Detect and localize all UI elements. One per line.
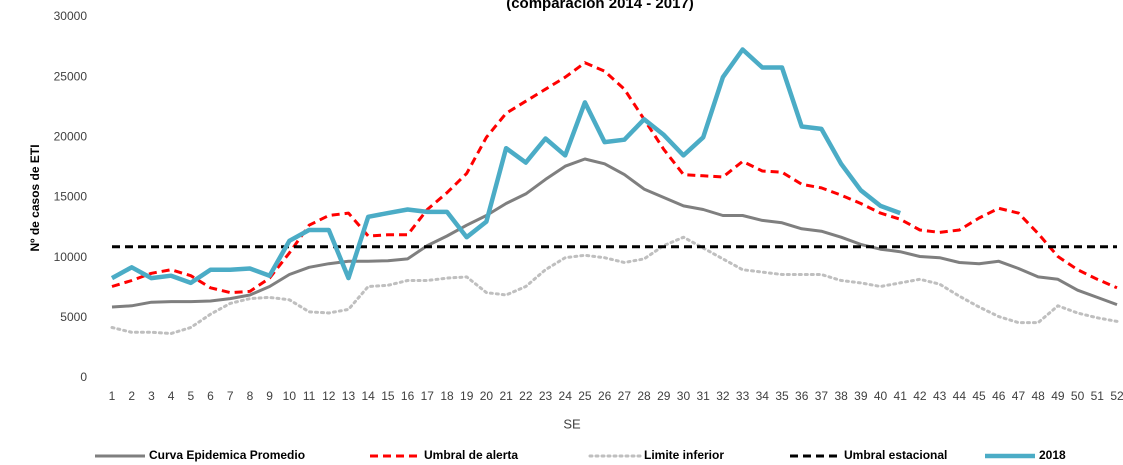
x-tick-label: 51 <box>1091 389 1105 403</box>
legend-label: Umbral de alerta <box>424 448 518 462</box>
x-tick-label: 40 <box>874 389 888 403</box>
y-axis-label: Nº de casos de ETI <box>28 144 42 251</box>
x-tick-label: 43 <box>933 389 947 403</box>
x-tick-label: 52 <box>1110 389 1123 403</box>
x-tick-label: 21 <box>499 389 513 403</box>
x-tick-label: 24 <box>559 389 573 403</box>
x-tick-label: 44 <box>953 389 967 403</box>
y-tick-label: 5000 <box>60 310 87 324</box>
x-tick-label: 1 <box>109 389 116 403</box>
series-line <box>110 235 1119 335</box>
y-tick-label: 10000 <box>54 250 88 264</box>
y-tick-label: 0 <box>80 370 87 384</box>
x-tick-label: 45 <box>972 389 986 403</box>
x-tick-label: 36 <box>795 389 809 403</box>
x-tick-label: 23 <box>539 389 553 403</box>
x-tick-label: 49 <box>1051 389 1065 403</box>
x-tick-label: 3 <box>148 389 155 403</box>
x-tick-label: 20 <box>480 389 494 403</box>
x-axis-label: SE <box>563 416 581 431</box>
x-tick-label: 42 <box>913 389 927 403</box>
series-line <box>111 157 1118 309</box>
x-tick-label: 16 <box>401 389 415 403</box>
y-tick-label: 20000 <box>54 130 88 144</box>
x-tick-label: 18 <box>440 389 454 403</box>
x-tick-label: 22 <box>519 389 533 403</box>
y-tick-label: 15000 <box>54 190 88 204</box>
legend-label: Curva Epidemica Promedio <box>149 448 305 462</box>
x-tick-label: 10 <box>283 389 297 403</box>
x-tick-label: 12 <box>322 389 336 403</box>
x-tick-label: 9 <box>266 389 273 403</box>
x-tick-label: 19 <box>460 389 474 403</box>
x-tick-label: 41 <box>894 389 908 403</box>
x-tick-label: 46 <box>992 389 1006 403</box>
x-tick-label: 7 <box>227 389 234 403</box>
x-tick-label: 25 <box>578 389 592 403</box>
x-tick-label: 29 <box>657 389 671 403</box>
x-tick-label: 48 <box>1031 389 1045 403</box>
x-tick-label: 39 <box>854 389 868 403</box>
x-tick-label: 6 <box>207 389 214 403</box>
y-tick-label: 25000 <box>54 69 88 83</box>
x-tick-label: 34 <box>756 389 770 403</box>
x-tick-label: 11 <box>303 389 316 403</box>
legend-label: 2018 <box>1039 448 1066 462</box>
x-tick-label: 50 <box>1071 389 1085 403</box>
x-tick-label: 14 <box>361 389 375 403</box>
x-tick-label: 30 <box>677 389 691 403</box>
x-tick-label: 15 <box>381 389 395 403</box>
x-tick-label: 35 <box>775 389 789 403</box>
x-tick-label: 28 <box>637 389 651 403</box>
x-tick-label: 32 <box>716 389 730 403</box>
x-tick-label: 13 <box>342 389 356 403</box>
x-tick-label: 31 <box>696 389 710 403</box>
x-tick-label: 26 <box>598 389 612 403</box>
series-line <box>111 61 1118 295</box>
x-tick-label: 47 <box>1012 389 1026 403</box>
x-tick-label: 38 <box>834 389 848 403</box>
chart-title: (comparación 2014 - 2017) <box>506 0 694 12</box>
x-tick-label: 37 <box>815 389 829 403</box>
series-line <box>110 47 901 286</box>
x-tick-label: 4 <box>168 389 175 403</box>
x-tick-label: 33 <box>736 389 750 403</box>
x-tick-label: 2 <box>128 389 135 403</box>
x-tick-label: 17 <box>421 389 435 403</box>
legend-label: Umbral estacional <box>844 448 947 462</box>
x-tick-label: 27 <box>618 389 632 403</box>
y-tick-label: 30000 <box>54 9 88 23</box>
x-tick-label: 8 <box>247 389 254 403</box>
x-tick-label: 5 <box>187 389 194 403</box>
legend-label: Limite inferior <box>644 448 724 462</box>
